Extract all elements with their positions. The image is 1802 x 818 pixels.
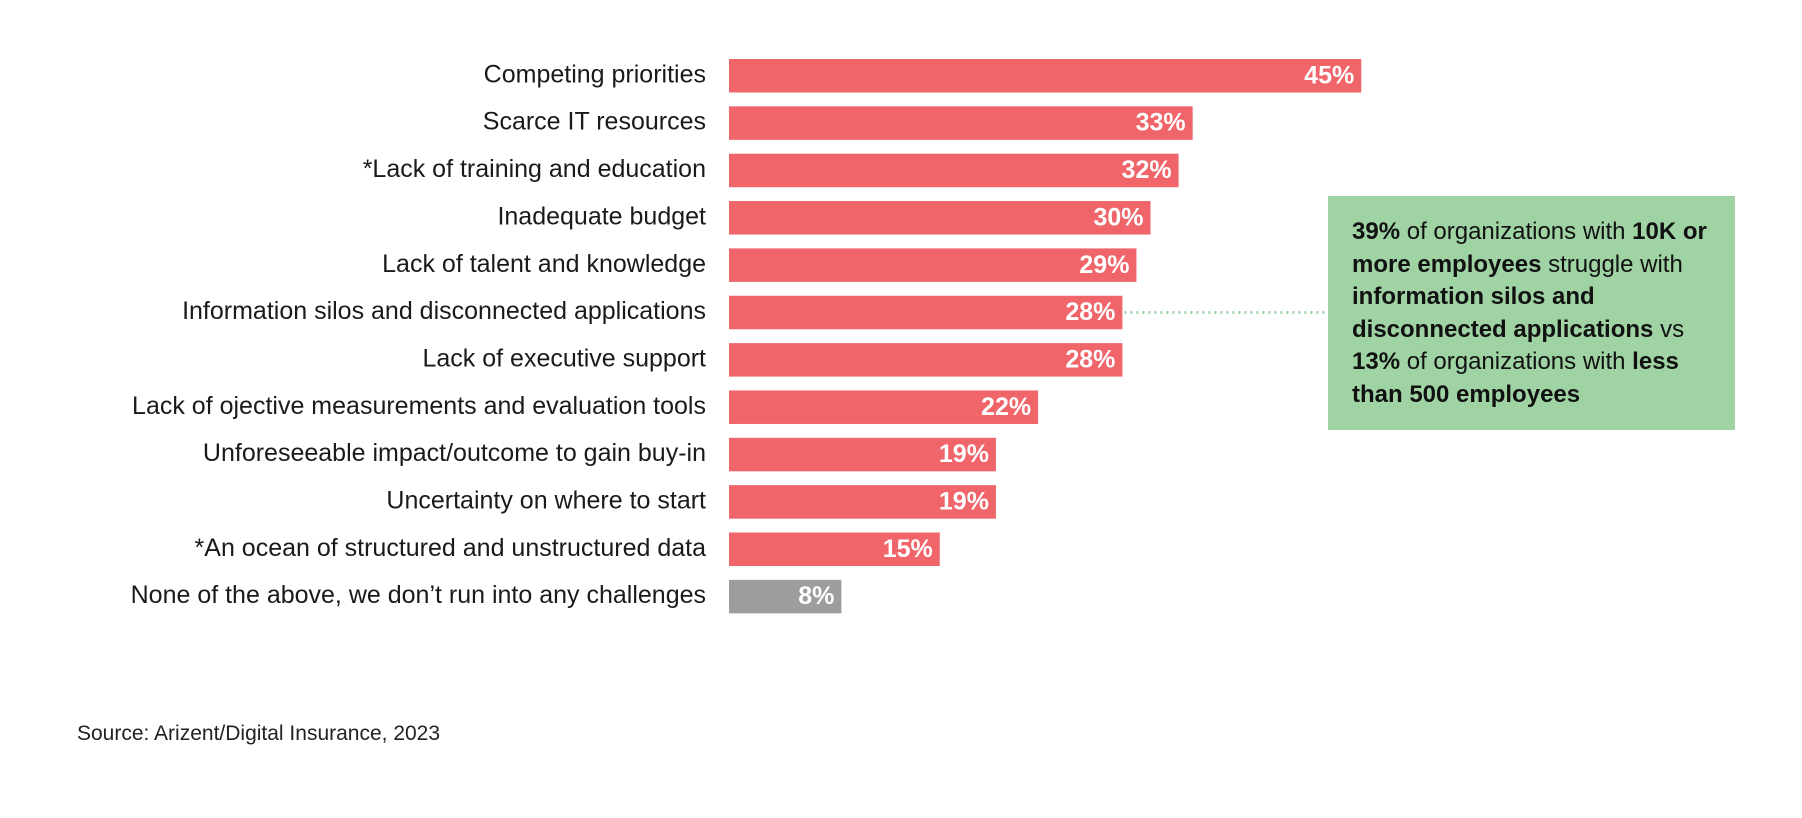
value-label: 15%	[883, 535, 933, 563]
annotation-bold-text: 39%	[1352, 218, 1401, 245]
category-label: Uncertainty on where to start	[386, 487, 706, 515]
annotation-bold-text: information silos and disconnected appli…	[1352, 283, 1654, 343]
annotation-text: of organizations with	[1400, 348, 1633, 375]
value-label: 22%	[981, 393, 1031, 421]
bar	[729, 343, 1123, 377]
category-label: Competing priorities	[484, 60, 706, 88]
category-label: *Lack of training and education	[363, 155, 706, 183]
bar	[729, 485, 996, 519]
value-label: 28%	[1065, 345, 1115, 373]
category-label: Information silos and disconnected appli…	[182, 297, 706, 325]
annotation-bold-text: 13%	[1352, 348, 1401, 375]
annotation-bold-text: less than 500 employees	[1352, 348, 1679, 408]
value-label: 19%	[939, 488, 989, 516]
category-label: Lack of talent and knowledge	[382, 250, 706, 278]
annotation-box: 39% of organizations with 10K or more em…	[1328, 196, 1735, 430]
category-label: Scarce IT resources	[483, 108, 706, 136]
value-label: 28%	[1065, 298, 1115, 326]
category-label: Inadequate budget	[497, 202, 706, 230]
value-label: 33%	[1136, 109, 1186, 137]
bar	[729, 579, 842, 614]
bar	[729, 437, 996, 472]
category-label: Unforeseeable impact/outcome to gain buy…	[203, 439, 706, 467]
bar	[729, 295, 1123, 330]
value-label: 29%	[1079, 251, 1129, 279]
value-label: 30%	[1093, 203, 1143, 231]
bar	[729, 59, 1362, 93]
annotation-text: of organizations with	[1400, 218, 1633, 245]
bar	[729, 390, 1039, 424]
source-note: Source: Arizent/Digital Insurance, 2023	[77, 722, 441, 745]
value-label: 19%	[939, 440, 989, 468]
bar	[729, 248, 1137, 282]
annotation-text: vs	[1653, 315, 1685, 343]
annotation-bold-text: 10K or more employees	[1352, 218, 1707, 278]
bar	[729, 201, 1151, 235]
annotation-text: struggle with	[1541, 250, 1683, 278]
category-label: *An ocean of structured and unstructured…	[195, 534, 707, 562]
value-label: 32%	[1122, 156, 1172, 184]
category-label: Lack of executive support	[423, 344, 707, 372]
category-label: None of the above, we don’t run into any…	[131, 581, 706, 609]
value-label: 45%	[1304, 61, 1354, 89]
bar	[729, 106, 1193, 140]
bar	[729, 532, 940, 566]
bar	[729, 153, 1179, 188]
value-label: 8%	[798, 582, 834, 610]
category-label: Lack of ojective measurements and evalua…	[132, 392, 706, 420]
